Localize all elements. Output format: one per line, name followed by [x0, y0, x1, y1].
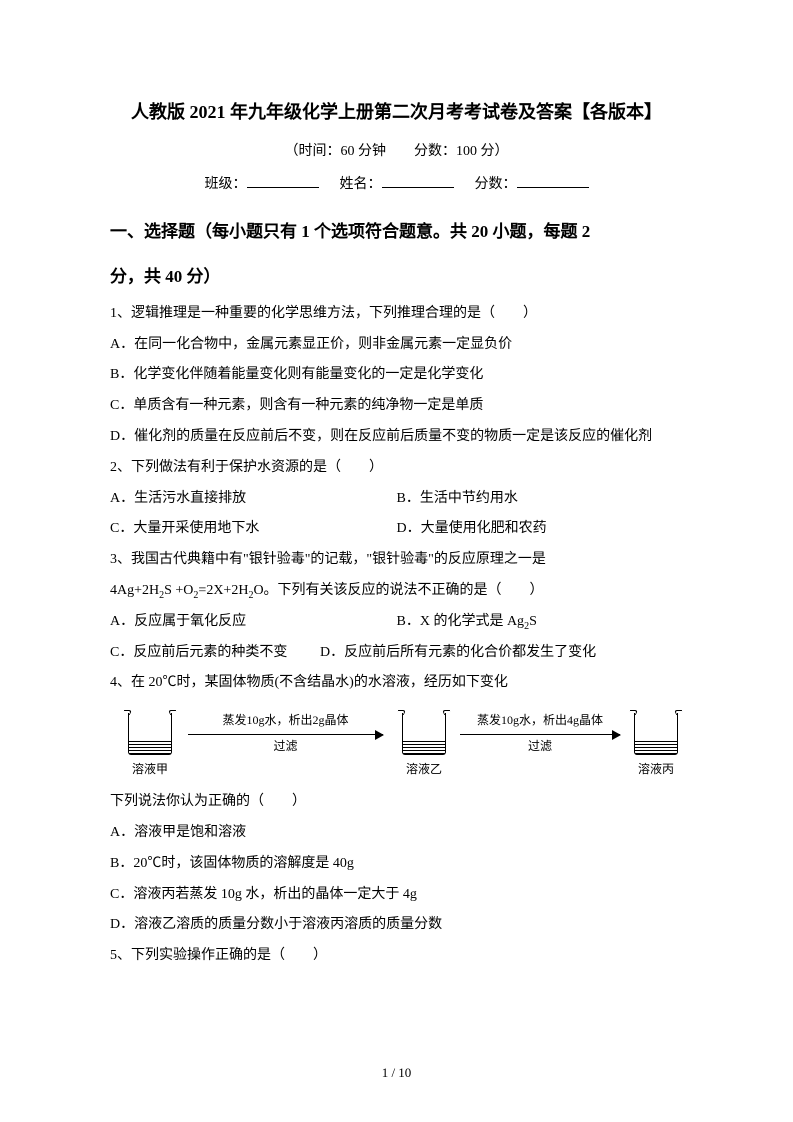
- arrow-2: 蒸发10g水，析出4g晶体 过滤: [460, 709, 620, 758]
- section-1-heading-line1: 一、选择题（每小题只有 1 个选项符合题意。共 20 小题，每题 2: [110, 210, 683, 254]
- q3-opt-d: D．反应前后所有元素的化合价都发生了变化: [320, 638, 683, 669]
- q3-opt-a: A．反应属于氧化反应: [110, 607, 397, 638]
- q1-stem: 1、逻辑推理是一种重要的化学思维方法，下列推理合理的是（ ）: [110, 299, 683, 330]
- arrow-1: 蒸发10g水，析出2g晶体 过滤: [188, 709, 383, 758]
- q4-diagram: 溶液甲 蒸发10g水，析出2g晶体 过滤 溶液乙 蒸发10g水，析出4g晶体 过…: [124, 703, 684, 783]
- score-label: 分数：: [475, 177, 517, 192]
- q3-stem-a: 3、我国古代典籍中有"银针验毒"的记载，"银针验毒"的反应原理之一是: [110, 545, 683, 576]
- q3-opt-b: B．X 的化学式是 Ag2S: [397, 607, 684, 638]
- beaker-1: [128, 713, 172, 755]
- q3-row1: A．反应属于氧化反应 B．X 的化学式是 Ag2S: [110, 607, 683, 638]
- q1-opt-b: B．化学变化伴随着能量变化则有能量变化的一定是化学变化: [110, 360, 683, 391]
- q4-opt-d: D．溶液乙溶质的质量分数小于溶液丙溶质的质量分数: [110, 910, 683, 941]
- class-label: 班级：: [205, 177, 247, 192]
- beaker-3: [634, 713, 678, 755]
- arrow-1-top: 蒸发10g水，析出2g晶体: [188, 709, 383, 732]
- q2-stem: 2、下列做法有利于保护水资源的是（ ）: [110, 453, 683, 484]
- section-1-heading-line2: 分，共 40 分）: [110, 255, 683, 299]
- liquid-3: [635, 739, 677, 754]
- q4-after: 下列说法你认为正确的（ ）: [110, 787, 683, 818]
- q1-opt-d: D．催化剂的质量在反应前后不变，则在反应前后质量不变的物质一定是该反应的催化剂: [110, 422, 683, 453]
- arrow-1-sub: 过滤: [188, 735, 383, 758]
- q4-opt-b: B．20℃时，该固体物质的溶解度是 40g: [110, 849, 683, 880]
- student-info-line: 班级： 姓名： 分数：: [110, 172, 683, 199]
- q2-opt-a: A．生活污水直接排放: [110, 484, 397, 515]
- q2-opt-b: B．生活中节约用水: [397, 484, 684, 515]
- name-label: 姓名：: [340, 177, 382, 192]
- q3-row2: C．反应前后元素的种类不变 D．反应前后所有元素的化合价都发生了变化: [110, 638, 683, 669]
- q1-opt-a: A．在同一化合物中，金属元素显正价，则非金属元素一定显负价: [110, 330, 683, 361]
- liquid-1: [129, 739, 171, 754]
- q2-opt-c: C．大量开采使用地下水: [110, 514, 397, 545]
- beaker-3-label: 溶液丙: [626, 758, 686, 781]
- q2-row2: C．大量开采使用地下水 D．大量使用化肥和农药: [110, 514, 683, 545]
- beaker-1-label: 溶液甲: [120, 758, 180, 781]
- arrow-2-top: 蒸发10g水，析出4g晶体: [460, 709, 620, 732]
- liquid-2: [403, 739, 445, 754]
- beaker-2: [402, 713, 446, 755]
- beaker-2-label: 溶液乙: [394, 758, 454, 781]
- name-blank[interactable]: [382, 174, 454, 188]
- page-number: 1 / 10: [0, 1061, 793, 1086]
- q3-stem-b: 4Ag+2H2S +O2=2X+2H2O。下列有关该反应的说法不正确的是（ ）: [110, 576, 683, 607]
- q4-opt-a: A．溶液甲是饱和溶液: [110, 818, 683, 849]
- q2-opt-d: D．大量使用化肥和农药: [397, 514, 684, 545]
- q4-stem: 4、在 20℃时，某固体物质(不含结晶水)的水溶液，经历如下变化: [110, 668, 683, 699]
- score-blank[interactable]: [517, 174, 589, 188]
- q4-opt-c: C．溶液丙若蒸发 10g 水，析出的晶体一定大于 4g: [110, 880, 683, 911]
- q3-opt-c: C．反应前后元素的种类不变: [110, 638, 320, 669]
- q1-opt-c: C．单质含有一种元素，则含有一种元素的纯净物一定是单质: [110, 391, 683, 422]
- class-blank[interactable]: [247, 174, 319, 188]
- arrow-2-sub: 过滤: [460, 735, 620, 758]
- time-score-line: （时间：60 分钟 分数：100 分）: [110, 139, 683, 166]
- doc-title: 人教版 2021 年九年级化学上册第二次月考考试卷及答案【各版本】: [110, 95, 683, 129]
- q5-stem: 5、下列实验操作正确的是（ ）: [110, 941, 683, 972]
- q2-row1: A．生活污水直接排放 B．生活中节约用水: [110, 484, 683, 515]
